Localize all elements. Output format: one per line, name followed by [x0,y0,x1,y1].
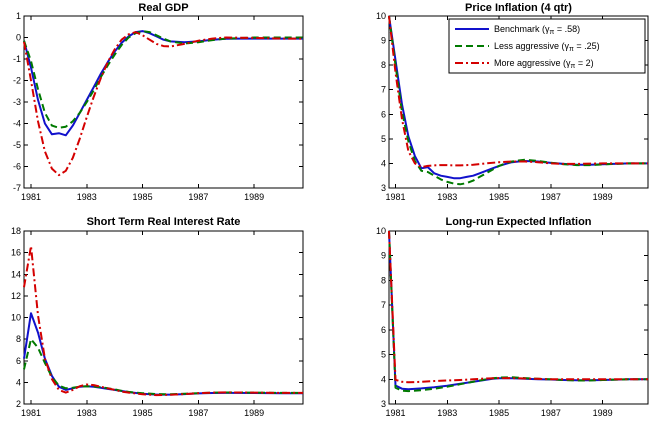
x-tick-label: 1981 [385,192,405,202]
series-line-more-aggressive [388,15,648,169]
y-tick-label: 12 [11,291,21,301]
x-tick-label: 1985 [489,192,509,202]
y-tick-label: 7 [381,85,386,95]
series-line-more-aggressive [388,230,648,384]
y-tick-label: 4 [381,374,386,384]
y-tick-label: 10 [376,11,386,21]
y-tick-label: 16 [11,248,21,258]
x-tick-label: 1989 [593,192,613,202]
x-tick-label: 1983 [437,408,457,418]
y-tick-label: 5 [381,350,386,360]
x-tick-label: 1981 [21,408,41,418]
series-line-less-aggressive [388,230,648,393]
x-tick-label: 1983 [77,408,97,418]
y-tick-label: -6 [13,162,21,172]
x-tick-label: 1981 [21,192,41,202]
y-tick-label: 8 [381,60,386,70]
x-tick-label: 1985 [489,408,509,418]
x-tick-label: 1985 [133,408,153,418]
axes-box [388,230,649,405]
y-tick-label: 4 [16,377,21,387]
legend-label-less-aggressive: Less aggressive (γπ = .25) [494,41,600,53]
y-tick-label: -2 [13,76,21,86]
y-tick-label: 6 [16,356,21,366]
y-tick-label: 5 [381,134,386,144]
y-tick-label: 6 [381,109,386,119]
x-tick-label: 1987 [188,408,208,418]
subplot-price-inflation: 1981 1983 1985 1987 1989 10 9 8 7 6 5 4 3 Benchmark (… [376,11,649,202]
y-tick-label: 4 [381,158,386,168]
y-tick-label: 1 [16,11,21,21]
y-tick-label: 2 [16,399,21,409]
x-tick-label: 1989 [593,408,613,418]
y-tick-label: -5 [13,140,21,150]
x-tick-label: 1987 [541,408,561,418]
x-tick-label: 1987 [188,192,208,202]
y-tick-label: 9 [381,251,386,261]
y-tick-label: -4 [13,119,21,129]
y-tick-label: -1 [13,54,21,64]
x-tick-label: 1981 [385,408,405,418]
series-line-less-aggressive [23,30,303,129]
y-tick-label: -3 [13,97,21,107]
chart-title-short-term-real-interest-rate: Short Term Real Interest Rate [86,216,241,228]
y-tick-label: 3 [381,183,386,193]
x-tick-label: 1989 [244,408,264,418]
y-tick-label: 8 [381,275,386,285]
subplot-short-term-real-interest-rate: 1981 1983 1985 1987 1989 18 16 14 12 10 8 6 4 2 [11,226,304,418]
legend-label-more-aggressive: More aggressive (γπ = 2) [494,58,594,70]
x-tick-label: 1983 [437,192,457,202]
x-tick-label: 1987 [541,192,561,202]
y-tick-label: 9 [381,36,386,46]
y-tick-label: 3 [381,399,386,409]
y-tick-label: 10 [376,226,386,236]
y-tick-label: 6 [381,325,386,335]
x-tick-label: 1983 [77,192,97,202]
y-tick-label: 7 [381,300,386,310]
legend-label-benchmark: Benchmark (γπ = .58) [494,24,580,36]
axes-box [23,230,304,405]
x-tick-label: 1985 [133,192,153,202]
series-line-less-aggressive [388,15,648,186]
axes-box [23,15,304,189]
series-line-more-aggressive [23,31,303,177]
chart-title-real-gdp: Real GDP [138,2,189,14]
chart-title-long-run-expected-inflation: Long-run Expected Inflation [445,216,592,228]
y-tick-label: 14 [11,269,21,279]
y-tick-label: 8 [16,334,21,344]
x-tick-label: 1989 [244,192,264,202]
subplot-long-run-expected-inflation: 1981 1983 1985 1987 1989 10 9 8 7 6 5 4 3 [376,226,649,418]
chart-title-price-inflation: Price Inflation (4 qtr) [465,2,572,14]
subplot-real-gdp: 1981 1983 1985 1987 1989 1 0 -1 -2 -3 -4 -5 -6 -7 [13,11,304,202]
series-line-more-aggressive [23,245,303,397]
y-tick-label: 0 [16,33,21,43]
y-tick-label: 10 [11,313,21,323]
y-tick-label: 18 [11,226,21,236]
y-tick-label: -7 [13,183,21,193]
